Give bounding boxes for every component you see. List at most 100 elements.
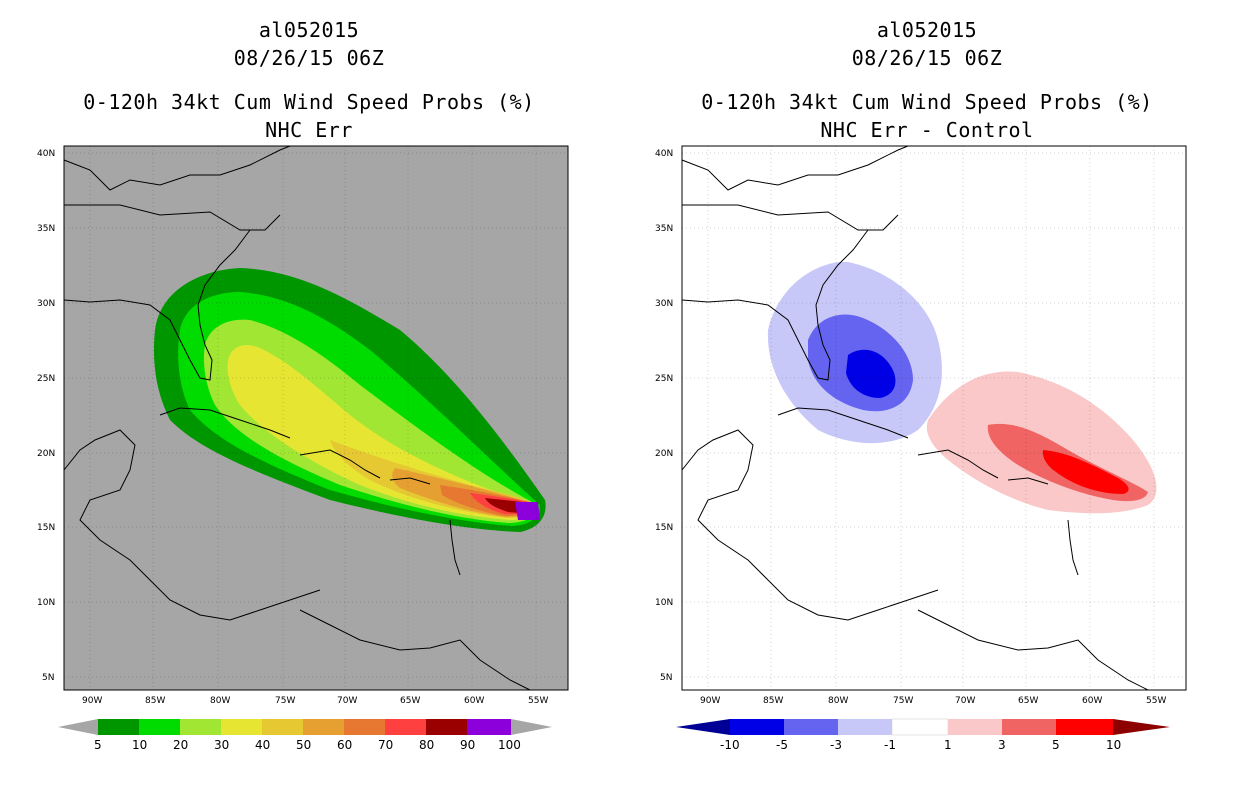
coastlines bbox=[681, 145, 1149, 691]
negative-diff-5 bbox=[846, 349, 896, 398]
map-subtitle: NHC Err - Control bbox=[820, 118, 1034, 142]
colorbar-label: 3 bbox=[998, 738, 1006, 752]
colorbar-cell bbox=[303, 719, 344, 735]
lat-label: 35N bbox=[655, 224, 673, 234]
colorbar-label: 5 bbox=[94, 738, 102, 752]
datetime: 08/26/15 06Z bbox=[851, 46, 1003, 70]
difference-map: 40N 35N 30N 25N 20N 15N 10N 5N 90W 85W 8… bbox=[655, 145, 1187, 752]
colorbar-cell bbox=[730, 719, 784, 735]
lat-label: 5N bbox=[42, 673, 54, 683]
lon-label: 70W bbox=[955, 696, 975, 706]
datetime: 08/26/15 06Z bbox=[233, 46, 385, 70]
panel-nhc-err-minus-control: al052015 08/26/15 06Z 0-120h 34kt Cum Wi… bbox=[618, 0, 1236, 800]
colorbar-label: 5 bbox=[1052, 738, 1060, 752]
lat-label: 25N bbox=[37, 374, 55, 384]
colorbar-cell bbox=[1056, 719, 1113, 735]
colorbar-cell bbox=[891, 718, 949, 736]
colorbar-label: 40 bbox=[255, 738, 270, 752]
lat-label: 10N bbox=[37, 598, 55, 608]
lat-label: 15N bbox=[37, 523, 55, 533]
colorbar-label: -10 bbox=[720, 738, 740, 752]
lat-label: 30N bbox=[655, 299, 673, 309]
colorbar-cell bbox=[784, 719, 838, 735]
colorbar-label: -5 bbox=[776, 738, 788, 752]
colorbar-cell bbox=[344, 719, 385, 735]
lat-label: 30N bbox=[37, 299, 55, 309]
lon-label: 85W bbox=[145, 696, 165, 706]
lon-label: 75W bbox=[275, 696, 295, 706]
colorbar-label: 10 bbox=[132, 738, 147, 752]
colorbar: 5 10 20 30 40 50 60 70 80 90 100 bbox=[58, 719, 552, 752]
lon-label: 65W bbox=[400, 696, 420, 706]
colorbar-label: 20 bbox=[173, 738, 188, 752]
grid bbox=[682, 146, 1186, 690]
panel-nhc-err: al052015 08/26/15 06Z 0-120h 34kt Cum Wi… bbox=[37, 18, 569, 752]
probability-map: 40N 35N 30N 25N 20N 15N 10N 5N 90W 85W 8… bbox=[37, 145, 569, 752]
lon-label: 90W bbox=[700, 696, 720, 706]
colorbar-cell bbox=[139, 719, 180, 735]
colorbar-cell bbox=[385, 719, 426, 735]
lon-label: 60W bbox=[464, 696, 484, 706]
positive-diff-5 bbox=[1042, 450, 1129, 494]
lon-label: 70W bbox=[337, 696, 357, 706]
colorbar-cell bbox=[838, 719, 892, 735]
colorbar-cell bbox=[1002, 719, 1056, 735]
lat-labels: 40N 35N 30N 25N 20N 15N 10N 5N bbox=[37, 149, 55, 683]
colorbar-cell bbox=[948, 719, 1002, 735]
colorbar-label: 1 bbox=[944, 738, 952, 752]
colorbar-cell bbox=[262, 719, 303, 735]
map-title: 0-120h 34kt Cum Wind Speed Probs (%) bbox=[701, 90, 1153, 114]
colorbar-label: 50 bbox=[296, 738, 311, 752]
lon-labels: 90W 85W 80W 75W 70W 65W 60W 55W bbox=[700, 696, 1166, 706]
colorbar-end-low bbox=[676, 719, 730, 735]
colorbar: -10 -5 -3 -1 1 3 5 10 bbox=[676, 718, 1170, 752]
lat-label: 15N bbox=[655, 523, 673, 533]
lat-label: 10N bbox=[655, 598, 673, 608]
lon-label: 90W bbox=[82, 696, 102, 706]
colorbar-label: -3 bbox=[830, 738, 842, 752]
colorbar-label: 80 bbox=[419, 738, 434, 752]
colorbar-label: 70 bbox=[378, 738, 393, 752]
lat-label: 20N bbox=[37, 449, 55, 459]
colorbar-cell bbox=[426, 719, 467, 735]
lat-label: 5N bbox=[660, 673, 672, 683]
lat-label: 40N bbox=[655, 149, 673, 159]
lon-label: 60W bbox=[1082, 696, 1102, 706]
probability-swath bbox=[153, 268, 546, 532]
lat-label: 20N bbox=[655, 449, 673, 459]
lon-label: 55W bbox=[528, 696, 548, 706]
colorbar-cell bbox=[98, 719, 139, 735]
lat-label: 40N bbox=[37, 149, 55, 159]
lon-label: 75W bbox=[893, 696, 913, 706]
colorbar-end-high bbox=[511, 719, 552, 735]
lat-label: 35N bbox=[37, 224, 55, 234]
colorbar-cell bbox=[467, 719, 511, 735]
colorbar-cell bbox=[180, 719, 221, 735]
lon-labels: 90W 85W 80W 75W 70W 65W 60W 55W bbox=[82, 696, 548, 706]
storm-id: al052015 bbox=[876, 18, 978, 42]
colorbar-label: 100 bbox=[498, 738, 521, 752]
lat-label: 25N bbox=[655, 374, 673, 384]
colorbar-label: 30 bbox=[214, 738, 229, 752]
colorbar-end-low bbox=[58, 719, 98, 735]
storm-id: al052015 bbox=[258, 18, 360, 42]
lat-labels: 40N 35N 30N 25N 20N 15N 10N 5N bbox=[655, 149, 673, 683]
map-subtitle: NHC Err bbox=[265, 118, 353, 142]
swath-90pct bbox=[515, 502, 540, 520]
colorbar-label: 60 bbox=[337, 738, 352, 752]
colorbar-cell bbox=[221, 719, 262, 735]
colorbar-label: -1 bbox=[884, 738, 896, 752]
lon-label: 55W bbox=[1146, 696, 1166, 706]
lon-label: 80W bbox=[210, 696, 230, 706]
grid bbox=[64, 146, 568, 690]
colorbar-end-high bbox=[1113, 719, 1170, 735]
map-title: 0-120h 34kt Cum Wind Speed Probs (%) bbox=[83, 90, 535, 114]
lon-label: 85W bbox=[763, 696, 783, 706]
difference-field bbox=[767, 261, 1157, 514]
coastlines bbox=[63, 145, 531, 691]
colorbar-label: 90 bbox=[460, 738, 475, 752]
lon-label: 65W bbox=[1018, 696, 1038, 706]
swath-30pct bbox=[227, 345, 538, 520]
lon-label: 80W bbox=[828, 696, 848, 706]
colorbar-label: 10 bbox=[1106, 738, 1121, 752]
